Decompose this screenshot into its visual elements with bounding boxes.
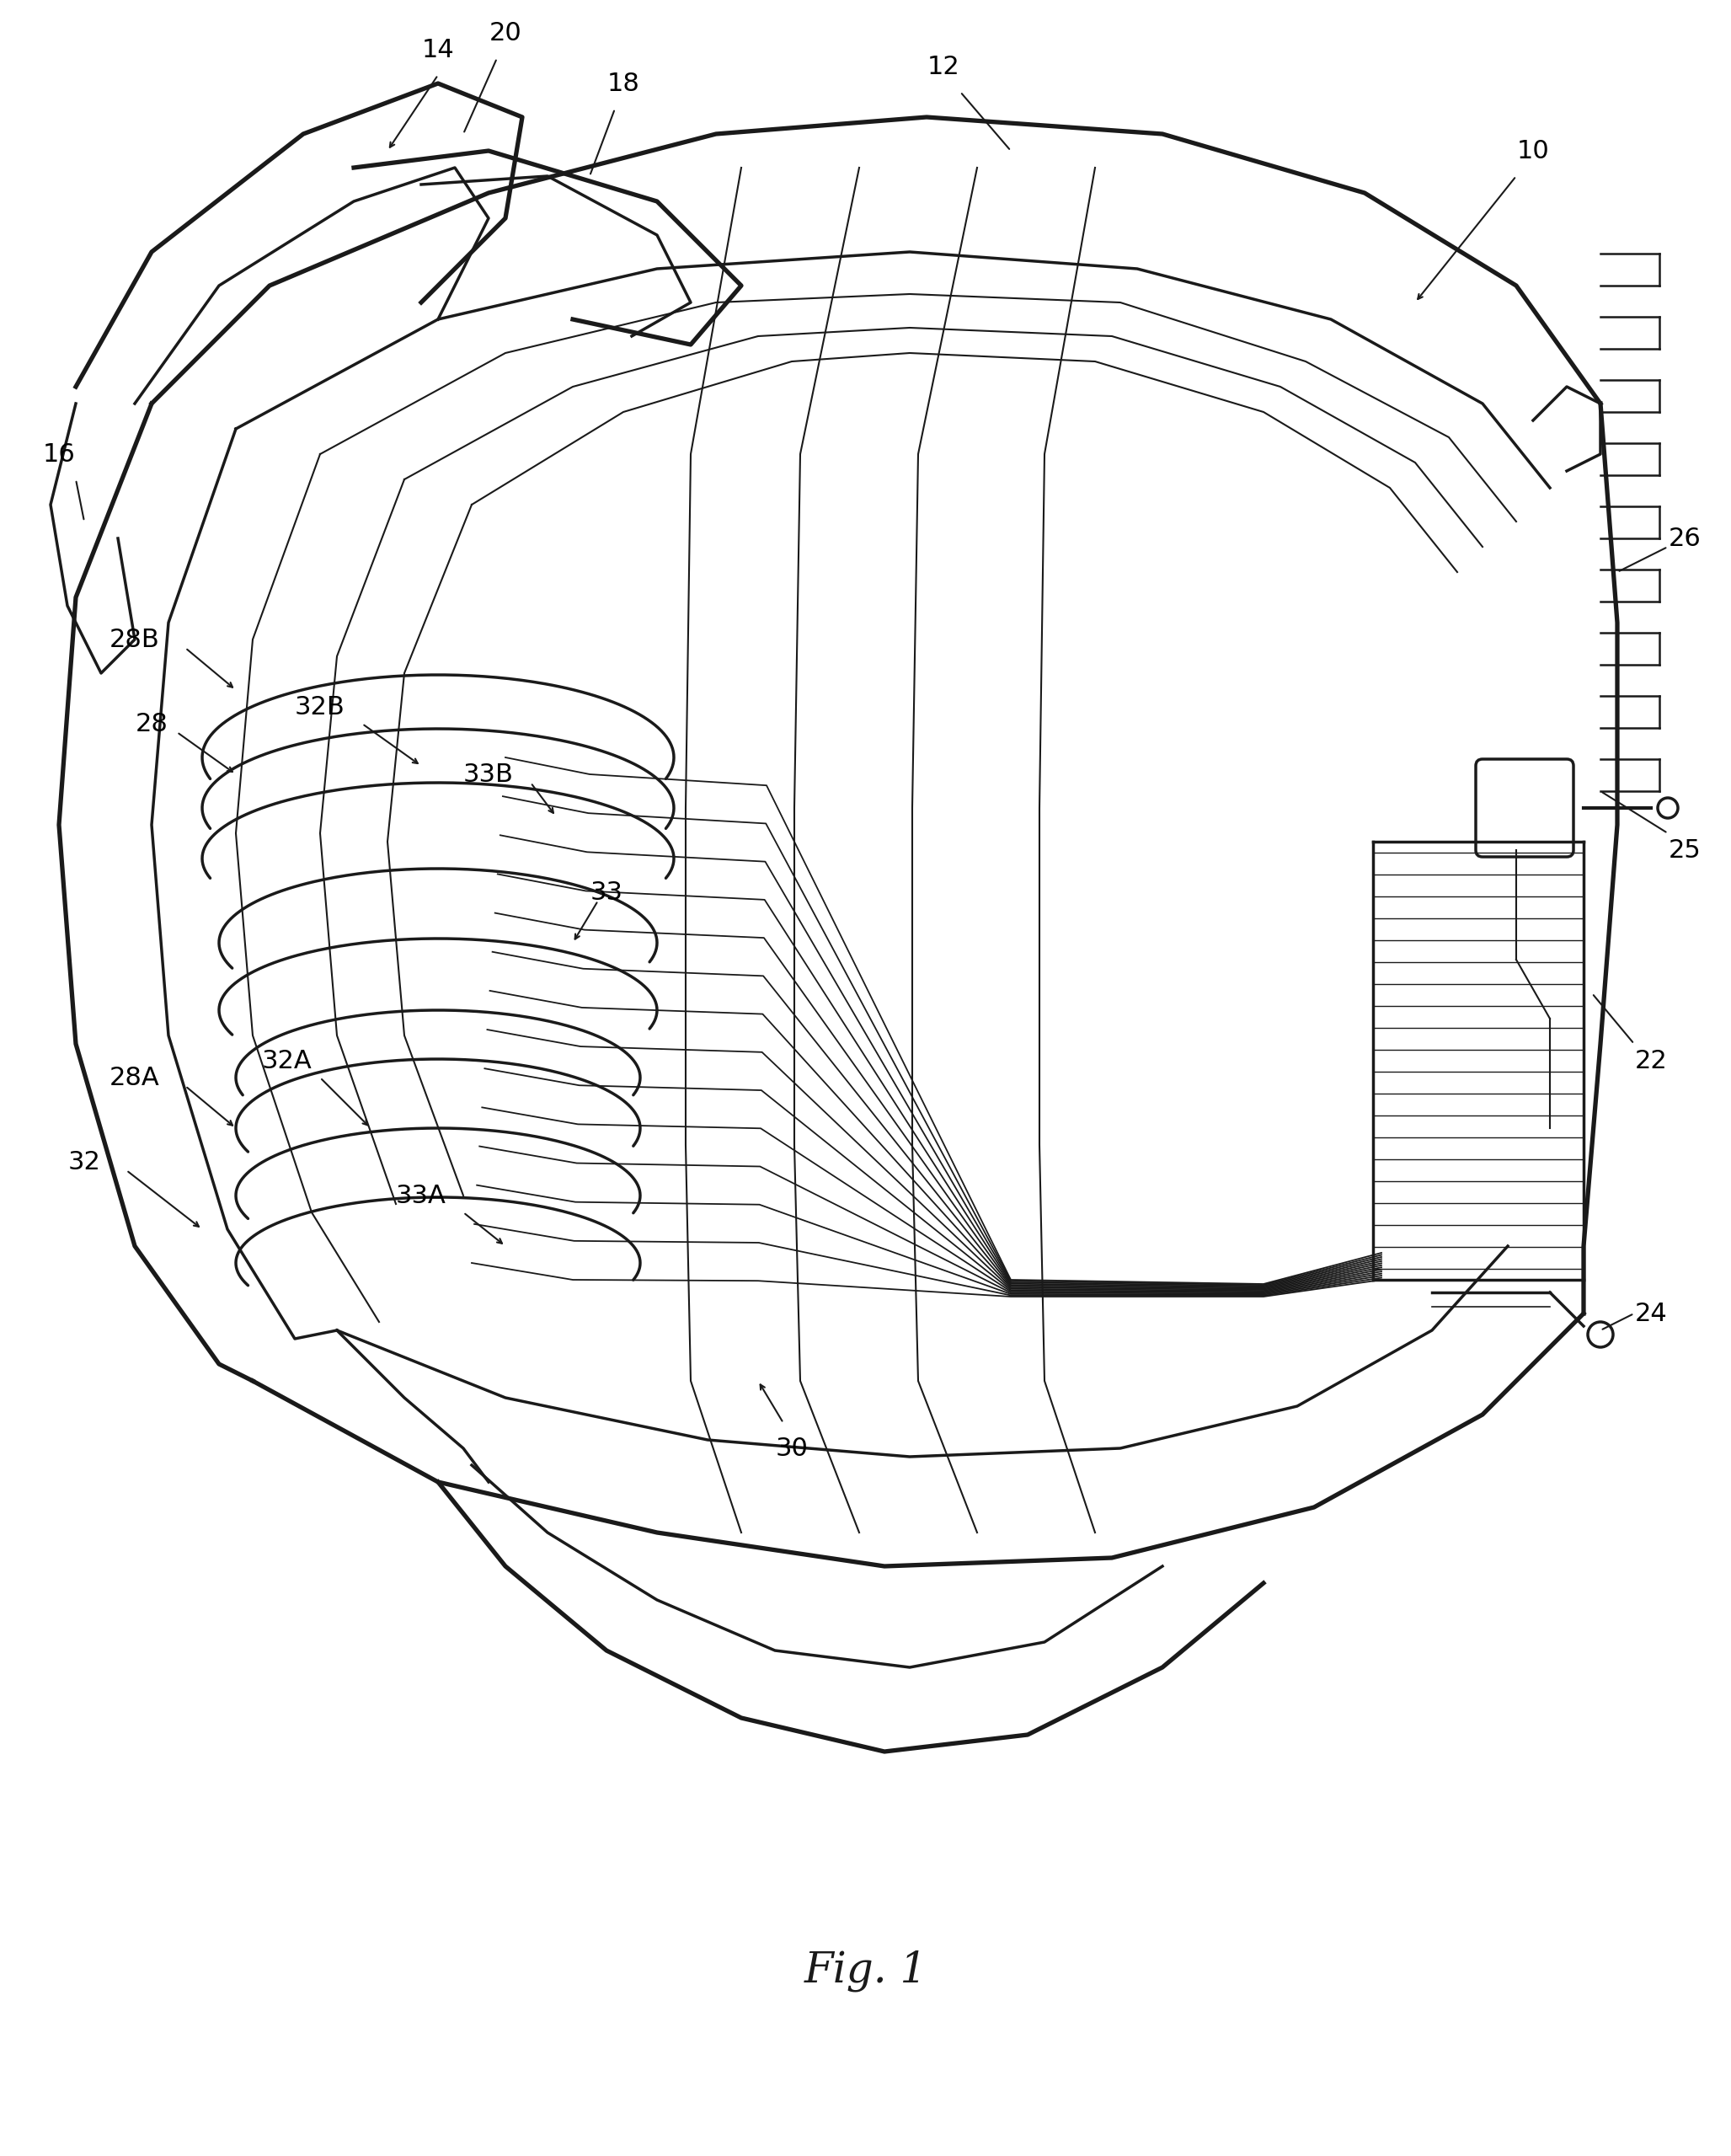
Text: 32: 32 [68, 1149, 100, 1175]
Text: 30: 30 [775, 1436, 808, 1460]
Text: Fig. 1: Fig. 1 [805, 1949, 928, 1992]
Text: 32B: 32B [294, 694, 344, 720]
Text: 12: 12 [928, 54, 959, 80]
Text: 28: 28 [135, 711, 168, 735]
Text: 28B: 28B [109, 627, 159, 651]
Text: 14: 14 [422, 37, 454, 63]
Text: 33B: 33B [464, 761, 514, 787]
Text: 18: 18 [608, 71, 640, 95]
Text: 22: 22 [1634, 1048, 1667, 1074]
Text: 25: 25 [1669, 839, 1702, 862]
Text: 16: 16 [43, 442, 74, 466]
Text: 20: 20 [490, 22, 521, 45]
Text: 24: 24 [1634, 1302, 1667, 1326]
Text: 10: 10 [1516, 138, 1549, 164]
Text: 33: 33 [590, 880, 623, 903]
Text: 28A: 28A [109, 1065, 159, 1089]
Text: 26: 26 [1669, 526, 1702, 550]
Text: 33A: 33A [396, 1184, 447, 1207]
Text: 32A: 32A [261, 1048, 312, 1074]
